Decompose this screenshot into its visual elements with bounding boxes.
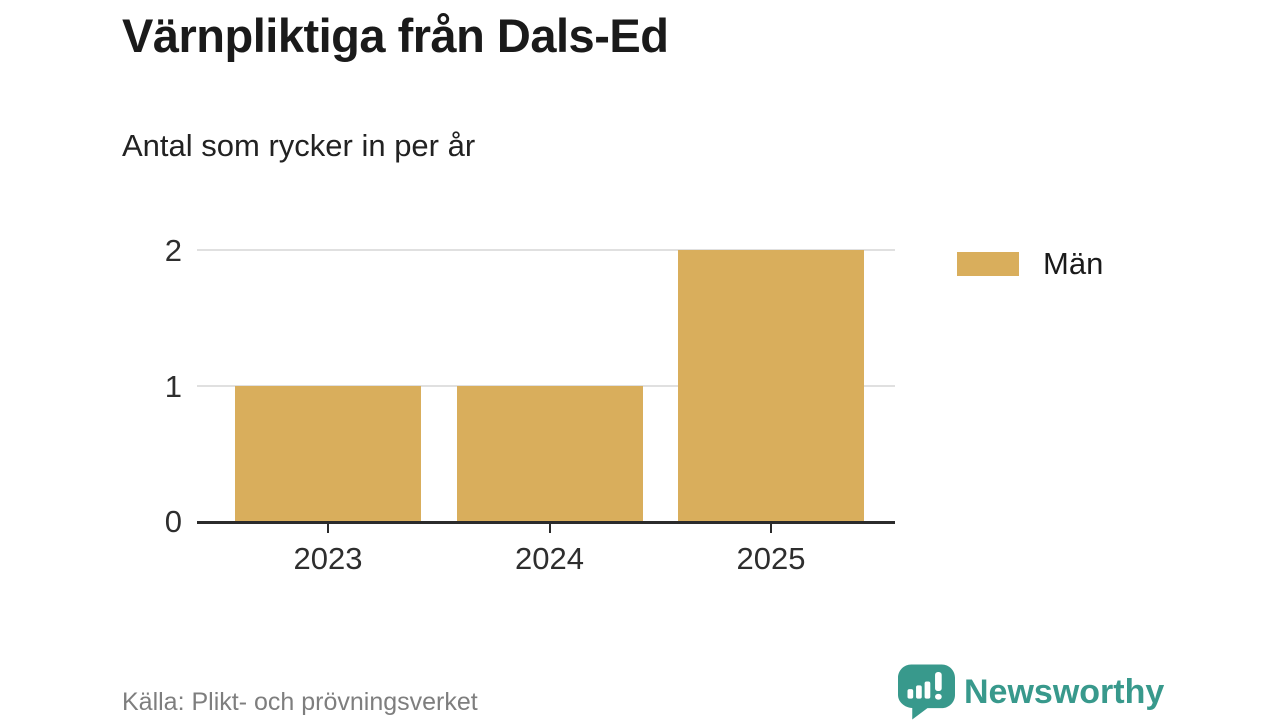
newsworthy-logo: Newsworthy [898,664,1164,720]
plot-area [197,249,895,524]
y-tick-label-0: 0 [164,504,182,539]
y-tick-label-1: 1 [164,368,182,404]
legend-label-man: Män [1043,246,1104,281]
source-text: Källa: Plikt- och prövningsverket [122,688,478,716]
x-axis-ticks [197,524,895,534]
x-axis-labels: 2023 2024 2025 [197,541,895,581]
legend-swatch-man [957,252,1019,276]
x-tick-label-2023: 2023 [293,541,363,576]
x-tick-label-2024: 2024 [515,541,584,576]
legend: Män [957,246,1103,282]
y-tick-label-2: 2 [164,233,182,268]
x-tick-2024 [548,524,551,533]
bar-2025 [678,250,864,521]
gridline-y2 [197,249,895,251]
chart-title: Värnpliktiga från Dals-Ed [122,9,669,62]
x-tick-2023 [327,524,329,533]
chart-subtitle: Antal som rycker in per år [122,128,476,163]
newsworthy-bubble-barchart-icon [898,664,955,720]
x-tick-label-2025: 2025 [736,541,806,576]
x-tick-2025 [770,524,772,533]
y-axis: 0 1 2 [120,235,182,537]
newsworthy-wordmark: Newsworthy [964,672,1165,711]
bar-2023 [235,385,421,521]
bar-2024 [456,385,643,521]
